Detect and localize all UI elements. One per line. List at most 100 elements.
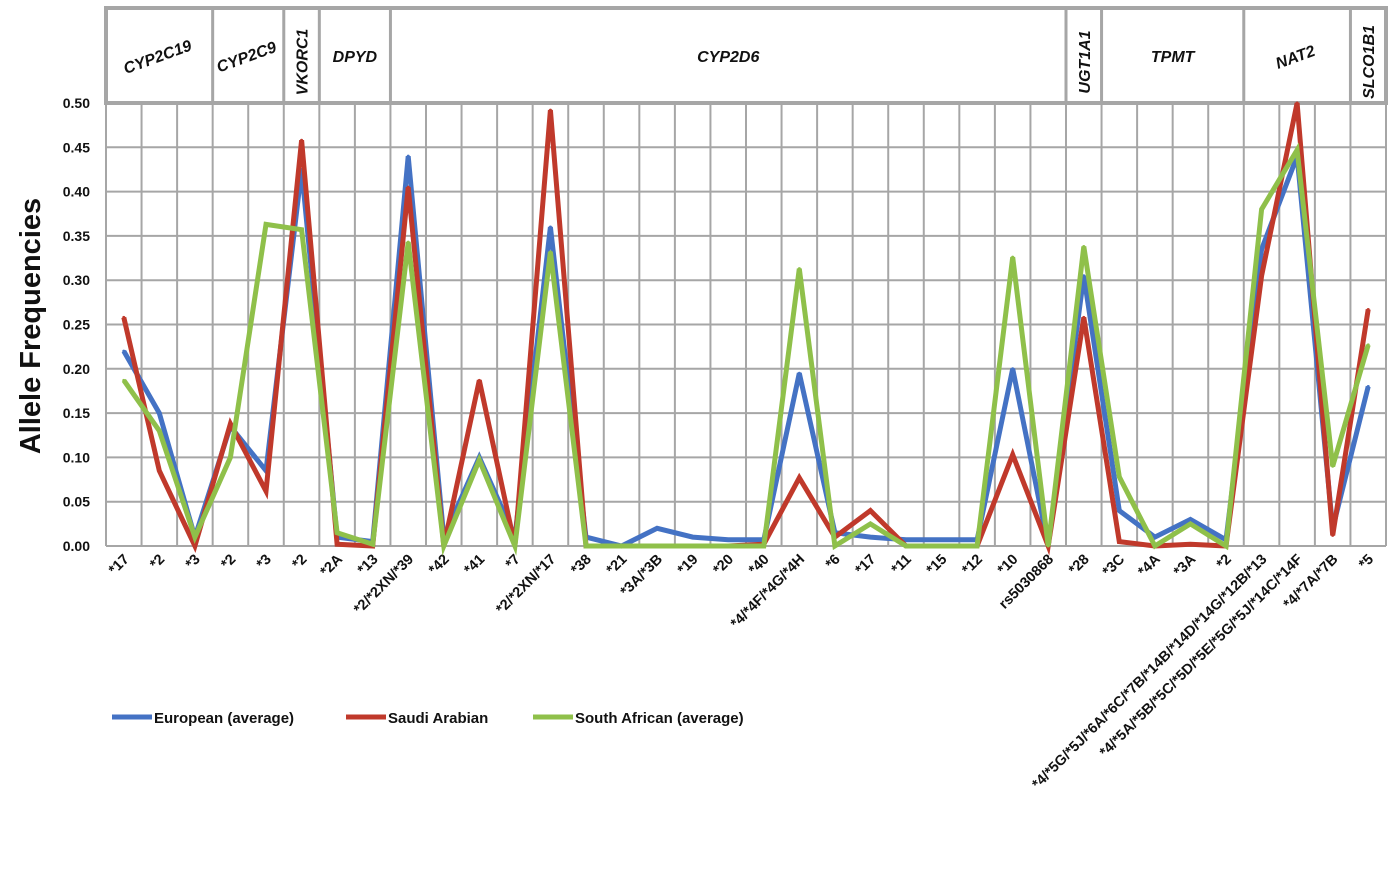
y-axis: 0.00 0.05 0.10 0.15 0.20 0.25 0.30 0.35 0.40 0.45… [63,95,90,554]
data-point [1260,207,1264,211]
legend-label: South African (average) [575,710,744,727]
data-point [228,422,232,426]
data-point [442,544,446,548]
data-point [1188,522,1192,526]
gene-label: CYP2D6 [697,49,759,66]
data-point [868,509,872,513]
gene-label: CYP2C19 [121,38,194,78]
x-axis: *17 *2 *3 *2 *3 *2 *2A *13*2/*2XN/*39 *42 *41 *7*2… [106,551,1377,792]
data-point [1153,535,1157,539]
data-point [264,489,268,493]
y-tick-label: 0.15 [63,405,90,421]
x-tick-label: *40 [746,552,773,579]
data-point [1188,542,1192,546]
x-tick-label: *42 [426,552,453,579]
data-point [1260,274,1264,278]
x-tick-label: *21 [604,552,631,579]
data-point [122,378,126,382]
data-point [1224,544,1228,548]
data-point [1331,464,1335,468]
data-point [691,544,695,548]
gene-label: DPYD [333,49,378,66]
data-point [406,154,410,158]
data-point [975,544,979,548]
data-point [122,349,126,353]
y-tick-label: 0.30 [63,272,90,288]
x-tick-label: *2 [289,552,310,573]
y-tick-label: 0.00 [63,538,90,554]
x-tick-label: *2 [147,552,168,573]
x-tick-label: *2A [318,551,347,580]
gene-label: NAT2 [1274,43,1318,73]
x-tick-label: *41 [461,552,488,579]
y-tick-label: 0.45 [63,139,90,155]
data-point [548,250,552,254]
x-tick-label: *3C [1100,551,1129,580]
data-point [655,526,659,530]
legend-label: Saudi Arabian [388,710,488,727]
x-tick-label: *11 [889,552,915,578]
y-tick-label: 0.40 [63,184,90,200]
x-tick-label: *20 [710,552,737,579]
data-point [157,411,161,415]
x-tick-label: *3 [254,552,275,573]
gene-header-row: CYP2C19 CYP2C9 VKORC1 DPYD CYP2D6 UGT1A1 TPMT N… [104,6,1388,105]
y-tick-label: 0.20 [63,361,90,377]
x-tick-label: *4/*5A/*5B/*5C/*5D/*5E/*5G/*5J/*14C/*14F [1097,551,1306,760]
gene-label: UGT1A1 [1077,30,1094,93]
data-point [1331,533,1335,537]
x-tick-label: *13 [355,552,382,579]
y-tick-label: 0.35 [63,228,90,244]
x-tick-label: *2 [1214,552,1235,573]
data-point [548,108,552,112]
data-point [833,544,837,548]
data-point [300,228,304,232]
gene-label: TPMT [1151,49,1196,66]
data-point [1117,475,1121,479]
data-point [797,371,801,375]
data-point [228,455,232,459]
data-point [1117,540,1121,544]
data-point [335,531,339,535]
data-point [477,458,481,462]
data-point [1011,255,1015,259]
x-tick-label: *3 [183,552,204,573]
data-point [193,535,197,539]
x-tick-label: *7 [503,552,524,573]
series-lines [121,101,1371,556]
x-tick-label: *28 [1066,552,1093,579]
data-point [548,225,552,229]
data-point [797,476,801,480]
data-point [406,185,410,189]
data-point [1153,544,1157,548]
data-point [797,267,801,271]
data-point [904,544,908,548]
data-point [584,544,588,548]
y-tick-label: 0.05 [63,494,90,510]
data-point [300,138,304,142]
y-tick-label: 0.10 [63,449,90,465]
legend-label: European (average) [154,710,294,727]
x-tick-label: *17 [853,552,880,579]
data-point [157,429,161,433]
data-point [940,538,944,542]
x-tick-label: *38 [568,552,595,579]
data-point [406,240,410,244]
data-point [726,538,730,542]
y-tick-label: 0.25 [63,317,90,333]
data-point [335,542,339,546]
gene-label: SLCO1B1 [1361,25,1378,99]
data-point [1011,367,1015,371]
data-point [655,544,659,548]
data-point [1011,453,1015,457]
data-point [371,542,375,546]
legend: European (average) Saudi Arabian South Afr… [112,710,744,727]
data-point [1082,315,1086,319]
data-point [620,544,624,548]
data-point [1366,385,1370,389]
x-tick-label: *4/*5G/*5J/*6A/*6C/*7B/*14B/*14D/*14G/*1… [1029,552,1270,793]
data-point [1046,544,1050,548]
data-point [1366,343,1370,347]
x-tick-label: *15 [924,552,951,579]
